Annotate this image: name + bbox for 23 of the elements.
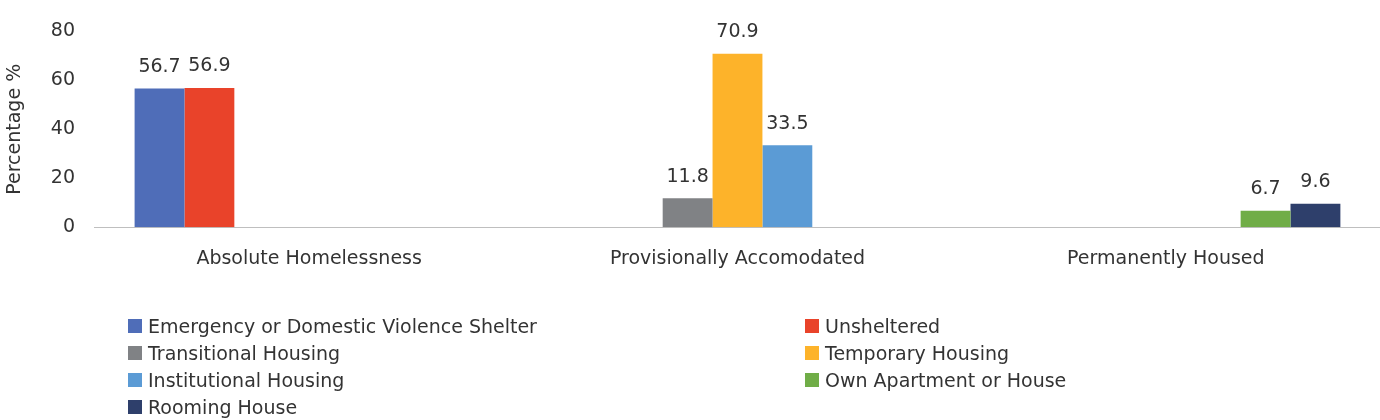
y-tick-label: 60 — [50, 67, 75, 90]
legend-label: Temporary Housing — [825, 341, 1010, 364]
y-tick-label: 20 — [50, 165, 75, 188]
data-label: 56.9 — [188, 53, 231, 76]
legend-label: Transitional Housing — [148, 341, 341, 364]
y-axis-title: Percentage % — [2, 63, 25, 195]
y-tick-label: 0 — [62, 214, 75, 237]
legend-label: Own Apartment or House — [825, 368, 1067, 391]
y-tick-label: 40 — [50, 116, 75, 139]
legend-label: Unsheltered — [825, 314, 941, 337]
x-tick-label: Permanently Housed — [1067, 245, 1265, 268]
legend-label: Institutional Housing — [148, 368, 345, 391]
x-tick-label: Absolute Homelessness — [196, 245, 422, 268]
y-tick-label: 80 — [50, 18, 75, 41]
data-label: 9.6 — [1300, 169, 1331, 192]
x-tick-label: Provisionally Accomodated — [609, 245, 866, 268]
data-label: 11.8 — [666, 163, 709, 186]
data-label: 56.7 — [138, 53, 181, 76]
legend-label: Emergency or Domestic Violence Shelter — [148, 314, 537, 337]
data-label: 70.9 — [716, 19, 759, 42]
data-label: 33.5 — [766, 110, 809, 133]
data-label: 6.7 — [1250, 176, 1281, 199]
legend-label: Rooming House — [148, 395, 298, 418]
